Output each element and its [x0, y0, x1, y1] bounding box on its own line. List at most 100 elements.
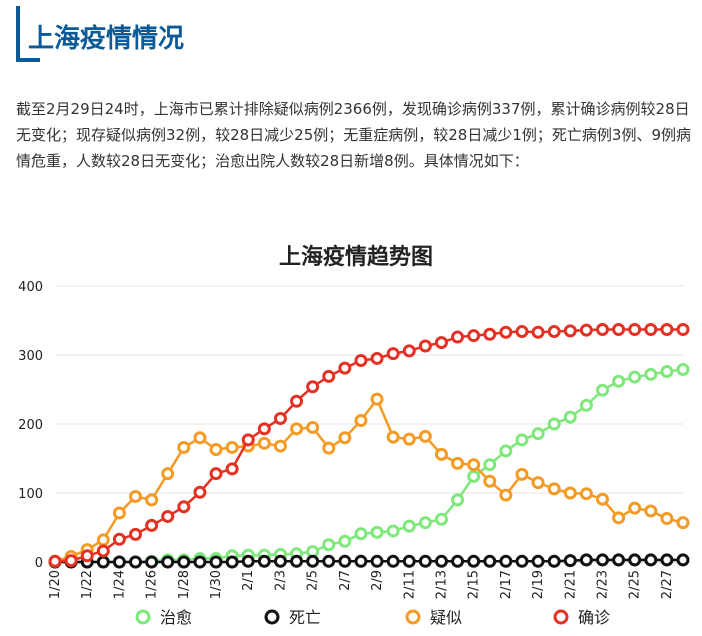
data-point — [273, 439, 287, 453]
data-point — [241, 433, 255, 447]
data-point — [338, 431, 352, 445]
data-point — [676, 322, 690, 336]
data-point — [612, 322, 626, 336]
data-point — [595, 383, 609, 397]
data-point — [225, 462, 239, 476]
series-line — [55, 558, 683, 564]
data-point — [257, 422, 271, 436]
x-tick-label: 2/11 — [402, 570, 417, 599]
data-point — [354, 354, 368, 368]
legend-item[interactable]: 确诊 — [553, 608, 610, 627]
data-point — [161, 509, 175, 523]
series-3 — [48, 392, 690, 568]
series-group — [48, 322, 690, 569]
data-point — [451, 330, 465, 344]
data-point — [467, 554, 481, 568]
x-tick-label: 2/23 — [595, 570, 610, 599]
x-tick-label: 1/28 — [177, 570, 192, 599]
data-point — [531, 476, 545, 490]
data-point — [225, 440, 239, 454]
data-point — [370, 554, 384, 568]
legend-marker-icon — [264, 609, 280, 625]
y-tick-label: 100 — [18, 487, 43, 502]
data-point — [257, 436, 271, 450]
data-point — [467, 329, 481, 343]
data-point — [499, 325, 513, 339]
data-point — [354, 414, 368, 428]
data-point — [595, 553, 609, 567]
x-tick-label: 2/5 — [306, 570, 321, 591]
data-point — [628, 322, 642, 336]
data-point — [644, 504, 658, 518]
data-point — [48, 554, 62, 568]
data-point — [660, 365, 674, 379]
data-point — [386, 554, 400, 568]
data-point — [451, 456, 465, 470]
data-point — [338, 361, 352, 375]
data-point — [290, 422, 304, 436]
data-point — [660, 322, 674, 336]
legend-item[interactable]: 治愈 — [135, 608, 192, 627]
data-point — [177, 440, 191, 454]
series-line — [54, 328, 683, 563]
x-tick-label: 2/27 — [660, 570, 675, 599]
data-point — [338, 534, 352, 548]
data-point — [112, 506, 126, 520]
data-point — [290, 394, 304, 408]
legend-marker-icon — [553, 609, 569, 625]
data-point — [145, 555, 159, 569]
legend-label: 治愈 — [160, 608, 192, 627]
summary-paragraph: 截至2月29日24时，上海市已累计排除疑似病例2366例，发现确诊病例337例，… — [16, 100, 691, 170]
data-point — [338, 554, 352, 568]
data-point — [563, 410, 577, 424]
header-accent-bar — [16, 6, 20, 62]
data-point — [595, 322, 609, 336]
legend-item[interactable]: 疑似 — [405, 608, 462, 627]
data-point — [402, 519, 416, 533]
legend-label: 确诊 — [578, 608, 610, 627]
legend-item[interactable]: 死亡 — [264, 608, 321, 627]
series-line — [55, 368, 684, 564]
y-tick-label: 400 — [18, 280, 43, 295]
data-point — [628, 370, 642, 384]
data-point — [418, 429, 432, 443]
data-point — [434, 336, 448, 350]
data-point — [660, 512, 674, 526]
data-point — [370, 392, 384, 406]
x-tick-label: 2/3 — [273, 570, 288, 591]
data-point — [177, 555, 191, 569]
data-point — [563, 486, 577, 500]
data-point — [531, 325, 545, 339]
x-tick-label: 2/17 — [499, 570, 514, 599]
data-point — [483, 458, 497, 472]
data-point — [193, 485, 207, 499]
page-title: 上海疫情情况 — [28, 24, 185, 54]
data-point — [547, 482, 561, 496]
data-point — [306, 420, 320, 434]
data-point — [628, 553, 642, 567]
data-point — [370, 351, 384, 365]
y-tick-label: 0 — [35, 556, 43, 571]
legend-marker-icon — [135, 609, 151, 625]
data-point — [64, 554, 78, 568]
data-point — [418, 516, 432, 530]
data-point — [145, 518, 159, 532]
data-point — [273, 411, 287, 425]
legend[interactable]: 治愈 死亡 疑似 确诊 — [135, 608, 610, 627]
data-point — [499, 488, 513, 502]
data-point — [145, 493, 159, 507]
data-point — [676, 553, 690, 567]
chart-title: 上海疫情趋势图 — [279, 244, 433, 270]
data-point — [96, 533, 110, 547]
data-point — [676, 516, 690, 530]
data-point — [322, 554, 336, 568]
data-point — [96, 555, 110, 569]
data-point — [402, 344, 416, 358]
data-point — [322, 369, 336, 383]
y-tick-label: 300 — [18, 349, 43, 364]
legend-label: 疑似 — [430, 608, 462, 627]
data-point — [257, 554, 271, 568]
data-point — [676, 362, 690, 376]
data-point — [354, 527, 368, 541]
